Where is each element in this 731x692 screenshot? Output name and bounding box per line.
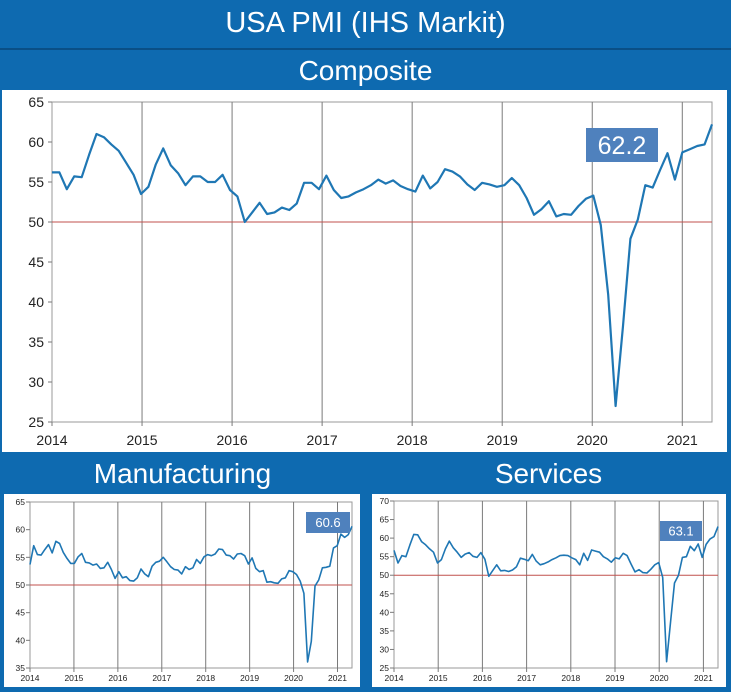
services-y-tick-label: 25 xyxy=(380,663,390,673)
services-y-tick-label: 45 xyxy=(380,589,390,599)
services-y-tick-label: 40 xyxy=(380,607,390,617)
services-x-tick-label: 2020 xyxy=(650,673,669,683)
services-y-tick-label: 50 xyxy=(380,570,390,580)
manufacturing-x-tick-label: 2015 xyxy=(64,673,83,683)
manufacturing-y-tick-label: 35 xyxy=(16,663,26,673)
services-callout-box xyxy=(660,521,702,541)
composite-series-line xyxy=(52,124,714,408)
manufacturing-y-tick-label: 55 xyxy=(16,552,26,562)
services-x-tick-label: 2021 xyxy=(694,673,713,683)
composite-chart-panel: 2014 2015 2016 2017 2018 2019 2020 2021 25 30 35 40… xyxy=(2,90,727,452)
composite-x-tick-label: 2020 xyxy=(577,432,608,448)
composite-x-tick-label: 2014 xyxy=(36,432,67,448)
composite-chart: 2014 2015 2016 2017 2018 2019 2020 2021 25 30 35 40… xyxy=(28,94,714,448)
manufacturing-y-tick-label: 50 xyxy=(16,580,26,590)
manufacturing-y-tick-label: 60 xyxy=(16,525,26,535)
services-x-tick-label: 2018 xyxy=(561,673,580,683)
services-chart-title: Services xyxy=(494,458,603,489)
services-x-tick-label: 2017 xyxy=(517,673,536,683)
composite-chart-title: Composite xyxy=(0,48,731,92)
services-callout-value: 63.1 xyxy=(668,524,693,539)
composite-callout: 62.2 xyxy=(586,128,658,162)
composite-y-tick-label: 30 xyxy=(28,374,44,390)
composite-y-tick-label: 45 xyxy=(28,254,44,270)
manufacturing-x-tick-label: 2016 xyxy=(108,673,127,683)
manufacturing-x-tick-label: 2020 xyxy=(284,673,303,683)
composite-y-tick-label: 65 xyxy=(28,94,44,110)
composite-x-tick-label: 2019 xyxy=(487,432,518,448)
composite-x-tick-label: 2021 xyxy=(667,432,698,448)
manufacturing-chart: 2014 2015 2016 2017 2018 2019 2020 2021 35 40 45 50… xyxy=(16,497,353,683)
services-y-tick-label: 60 xyxy=(380,533,390,543)
manufacturing-series-line xyxy=(29,525,353,663)
composite-callout-value: 62.2 xyxy=(598,132,647,160)
manufacturing-chart-title: Manufacturing xyxy=(93,458,272,489)
services-chart-panel: 2014 2015 2016 2017 2018 2019 2020 2021 25 30 35 40… xyxy=(372,494,726,687)
manufacturing-x-tick-label: 2018 xyxy=(196,673,215,683)
services-callout: 63.1 xyxy=(660,521,702,541)
manufacturing-x-tick-label: 2017 xyxy=(152,673,171,683)
manufacturing-callout-value: 60.6 xyxy=(315,515,340,530)
services-x-tick-label: 2019 xyxy=(606,673,625,683)
composite-y-tick-label: 60 xyxy=(28,134,44,150)
composite-y-tick-label: 50 xyxy=(28,214,44,230)
services-x-tick-label: 2015 xyxy=(429,673,448,683)
composite-y-tick-label: 35 xyxy=(28,334,44,350)
composite-x-tick-label: 2018 xyxy=(397,432,428,448)
manufacturing-callout-box xyxy=(306,512,350,533)
services-y-tick-label: 30 xyxy=(380,644,390,654)
manufacturing-callout: 60.6 xyxy=(306,512,350,533)
composite-x-tick-label: 2017 xyxy=(307,432,338,448)
manufacturing-y-tick-label: 45 xyxy=(16,608,26,618)
services-x-tick-label: 2014 xyxy=(385,673,404,683)
manufacturing-y-tick-label: 40 xyxy=(16,635,26,645)
manufacturing-chart-panel: 2014 2015 2016 2017 2018 2019 2020 2021 35 40 45 50… xyxy=(4,494,360,687)
manufacturing-x-tick-label: 2014 xyxy=(21,673,40,683)
composite-x-tick-label: 2015 xyxy=(126,432,157,448)
services-y-tick-label: 70 xyxy=(380,496,390,506)
services-series-line xyxy=(393,526,719,663)
composite-y-tick-label: 25 xyxy=(28,414,44,430)
page-title: USA PMI (IHS Markit) xyxy=(0,0,731,46)
services-y-tick-label: 55 xyxy=(380,552,390,562)
manufacturing-x-tick-label: 2021 xyxy=(328,673,347,683)
manufacturing-y-tick-label: 65 xyxy=(16,497,26,507)
services-y-tick-label: 65 xyxy=(380,515,390,525)
manufacturing-x-tick-label: 2019 xyxy=(240,673,259,683)
composite-x-tick-label: 2016 xyxy=(217,432,248,448)
composite-y-tick-label: 55 xyxy=(28,174,44,190)
services-x-tick-label: 2016 xyxy=(473,673,492,683)
composite-callout-box xyxy=(586,128,658,162)
services-chart: 2014 2015 2016 2017 2018 2019 2020 2021 25 30 35 40… xyxy=(380,496,719,683)
services-y-tick-label: 35 xyxy=(380,626,390,636)
composite-y-tick-label: 40 xyxy=(28,294,44,310)
